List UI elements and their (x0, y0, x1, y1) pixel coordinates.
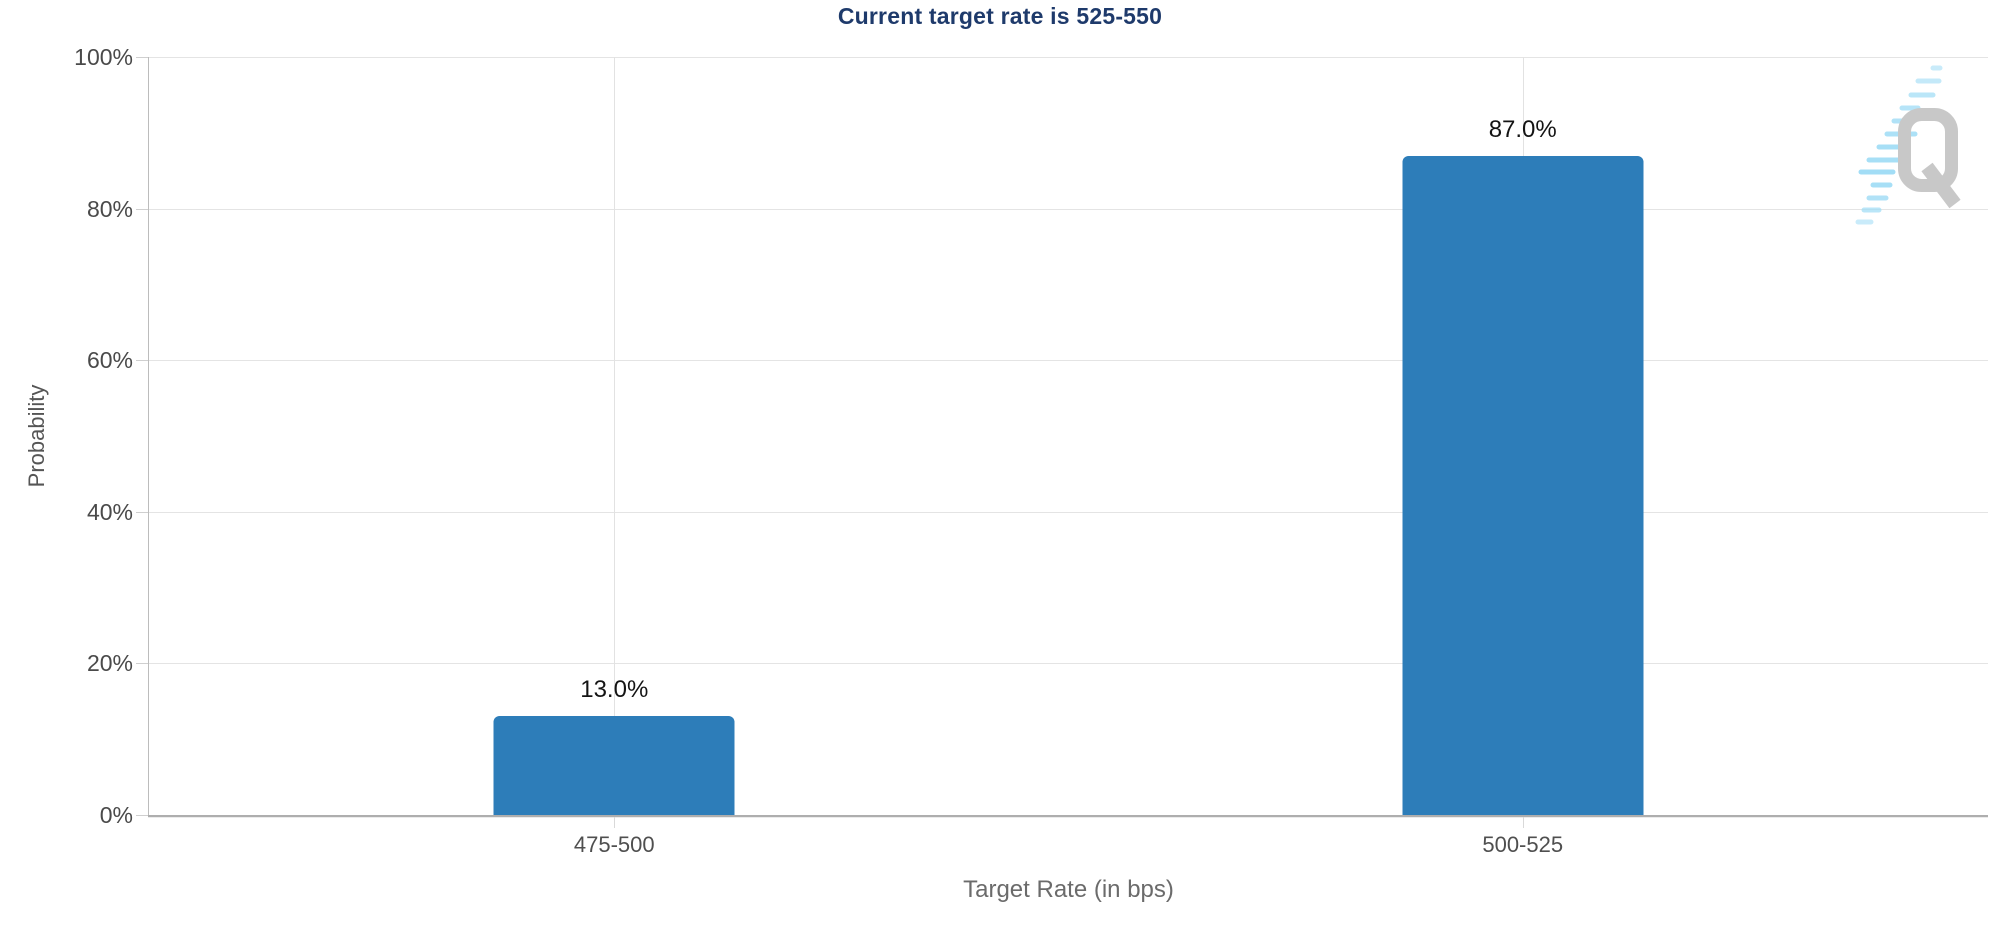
y-tick-label-80: 80% (86, 196, 133, 222)
y-tick-label-60: 60% (86, 347, 133, 373)
gridline-horizontal (149, 208, 1988, 210)
x-axis-title: Target Rate (in bps) (963, 876, 1174, 903)
x-axis-line (148, 815, 1988, 817)
x-tick-label-475-500: 475-500 (573, 832, 655, 857)
chart-title: Current target rate is 525-550 (837, 3, 1163, 29)
bar-475-500[interactable] (493, 716, 735, 815)
quikstrike-logo-svg (1855, 65, 1961, 225)
y-tick-mark (136, 360, 148, 361)
gridline-horizontal (149, 57, 1988, 58)
y-tick-mark (136, 512, 148, 513)
y-tick-label-40: 40% (86, 499, 133, 525)
y-tick-label-100: 100% (74, 44, 133, 70)
gridline-horizontal (149, 360, 1988, 362)
y-tick-label-20: 20% (86, 650, 133, 676)
gridline-vertical (614, 57, 616, 815)
y-tick-label-0: 0% (99, 802, 133, 828)
x-tick-label-500-525: 500-525 (1482, 832, 1564, 857)
gridline-horizontal (149, 663, 1988, 665)
x-tick-mark (614, 817, 616, 828)
y-axis-title: Probability (24, 384, 49, 488)
bar-500-525[interactable] (1402, 155, 1644, 815)
quikstrike-logo-icon (1845, 55, 1965, 230)
gridline-horizontal (149, 511, 1988, 513)
y-tick-mark (136, 815, 148, 816)
bar-group-500-525: 87.0% (1402, 57, 1644, 815)
y-tick-mark (136, 209, 148, 210)
bar-group-475-500: 13.0% (493, 57, 735, 815)
plot-area: 13.0% 87.0% 475-500 500-525 Target Rate … (148, 57, 1988, 903)
y-tick-mark (136, 57, 148, 58)
y-tick-mark (136, 663, 148, 664)
x-tick-mark (1522, 817, 1524, 828)
